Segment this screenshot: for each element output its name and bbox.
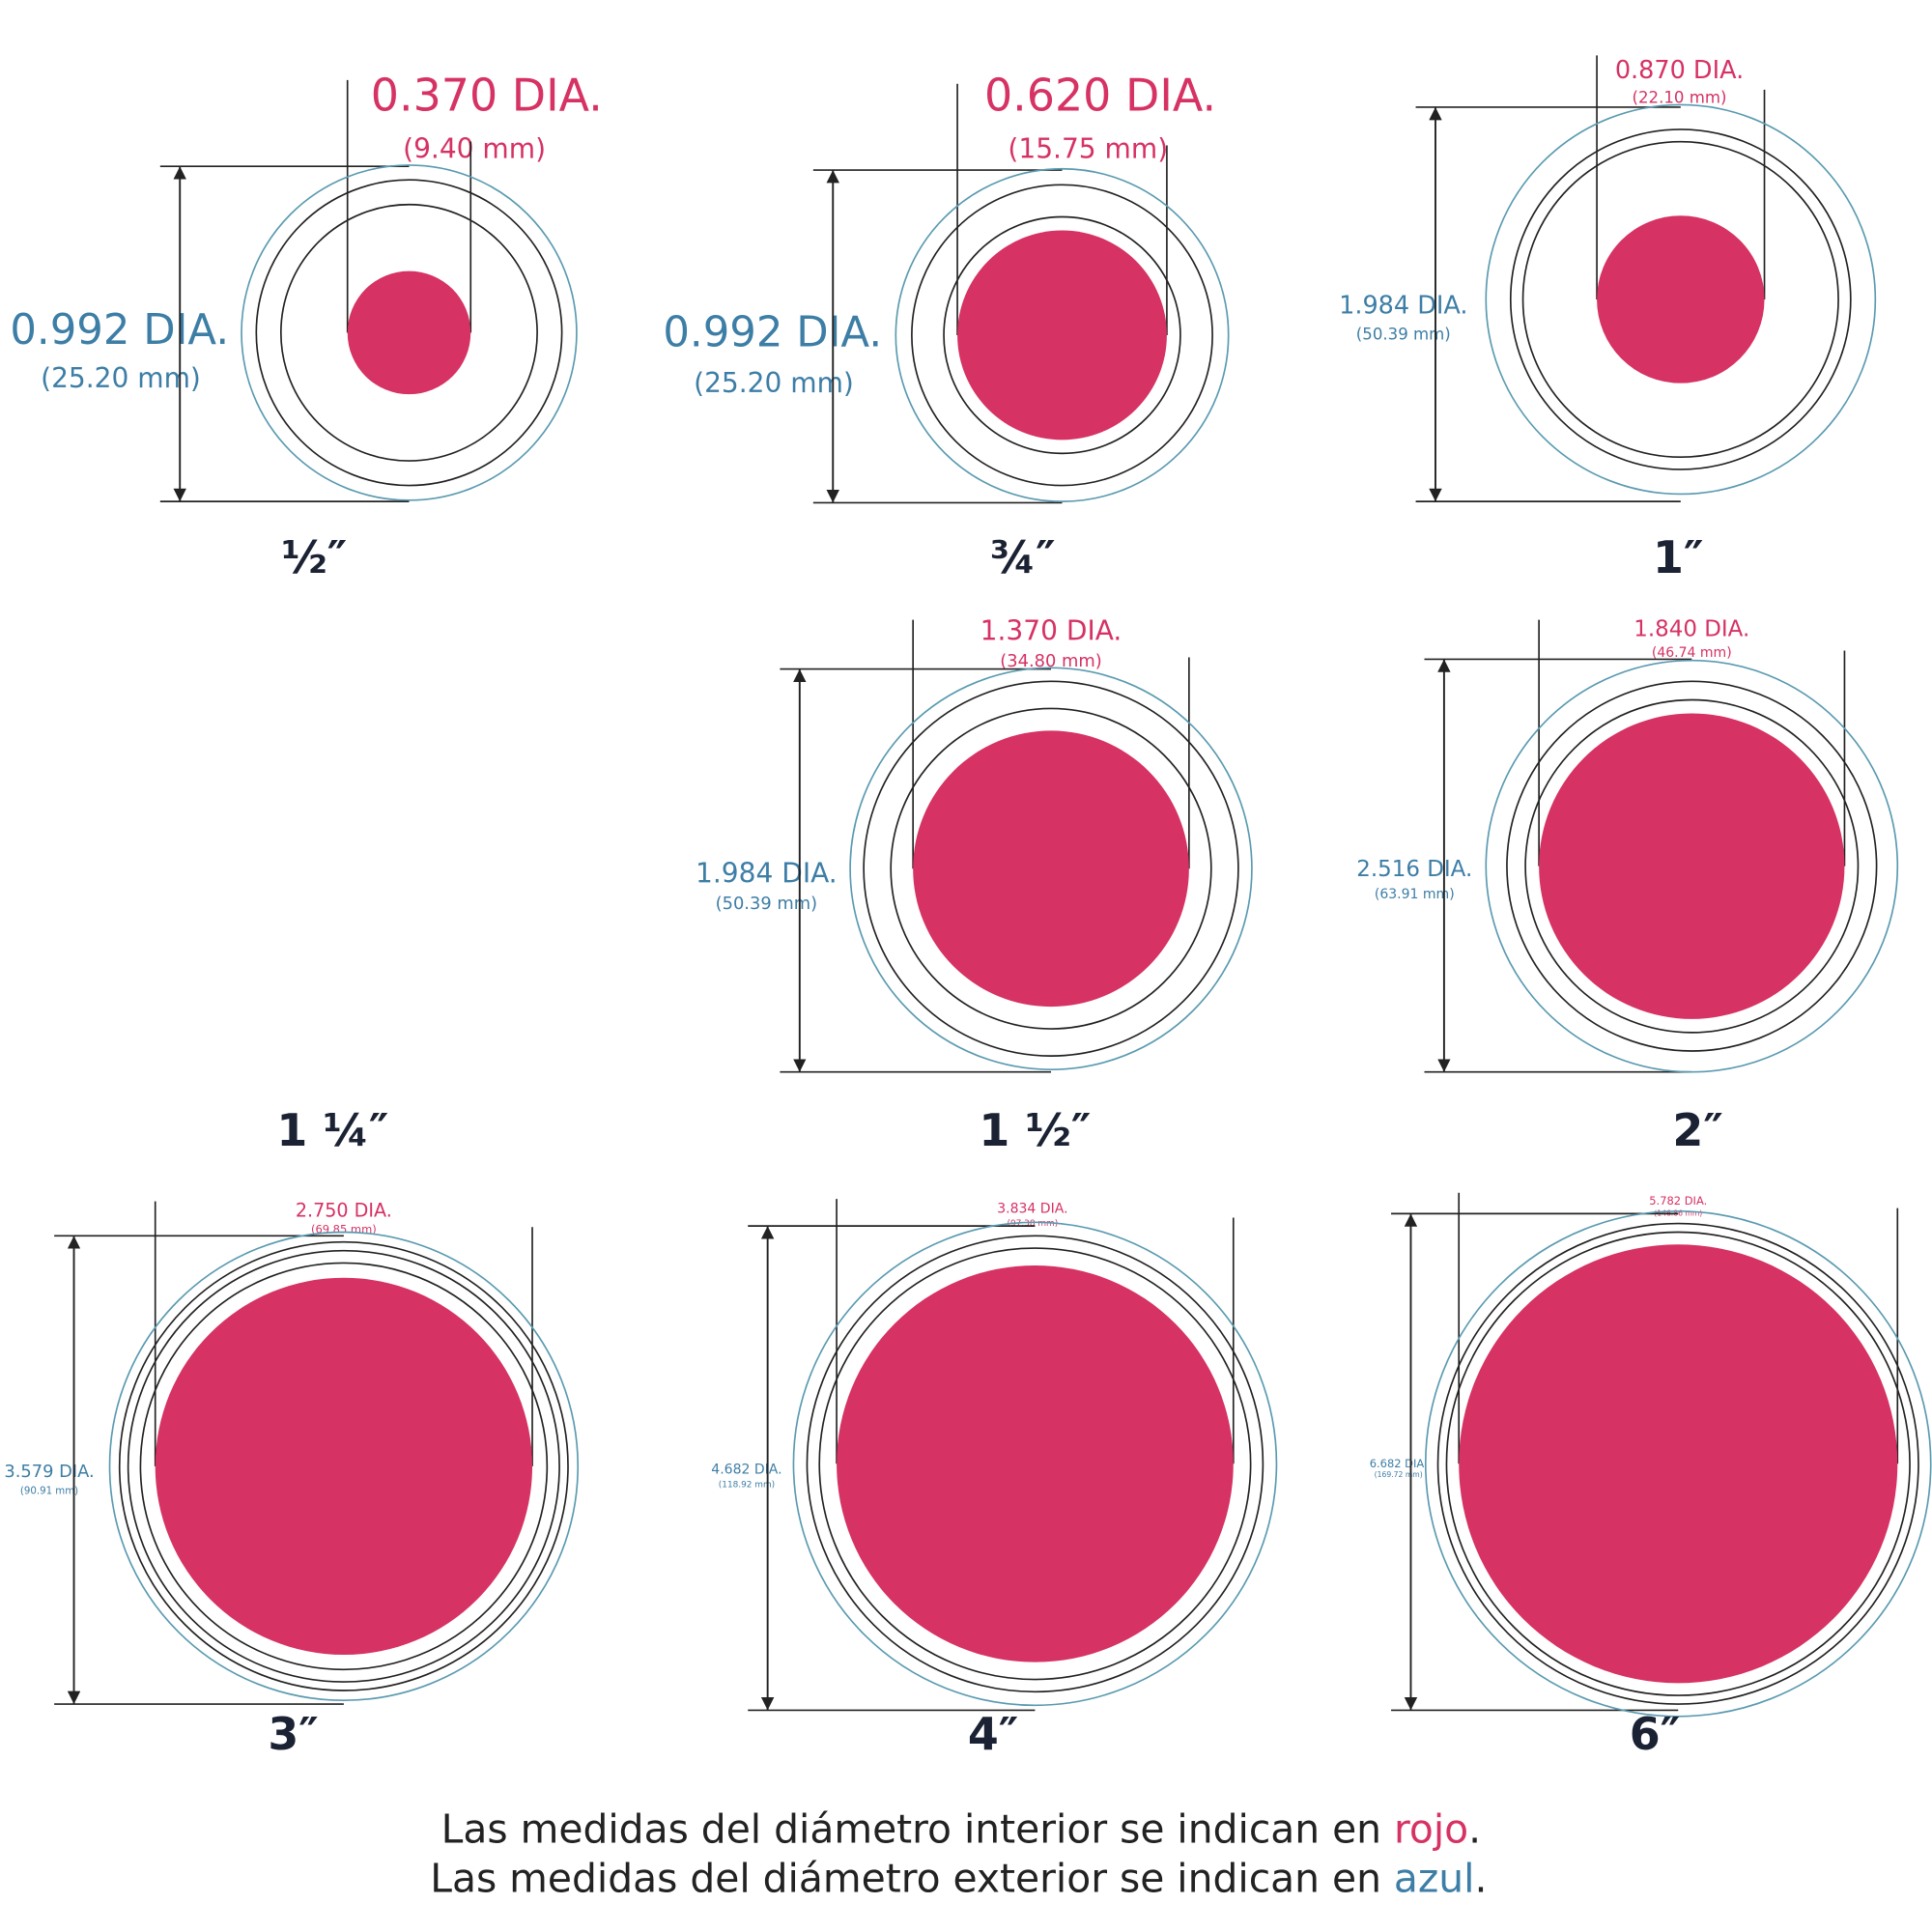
ring <box>890 707 1212 1030</box>
inner-mm-label: (46.74 mm) <box>1652 645 1732 661</box>
outer-mm-label: (25.20 mm) <box>694 367 854 399</box>
outer-dia-label: 0.992 DIA. <box>10 306 229 355</box>
inner-bore <box>1597 215 1765 384</box>
size-label: 1 ½″ <box>979 1104 1091 1156</box>
outer-ring <box>108 1231 580 1702</box>
outer-mm-label: (63.91 mm) <box>1375 887 1455 902</box>
inner-bore <box>1459 1244 1898 1684</box>
outer-mm-label: (90.91 mm) <box>20 1486 78 1496</box>
size-label: 4″ <box>968 1708 1018 1760</box>
size-label: 3″ <box>268 1708 318 1760</box>
ring <box>118 1240 569 1691</box>
inner-mm-label: (34.80 mm) <box>1000 651 1101 671</box>
ring <box>1509 128 1852 470</box>
footer-text: Las medidas del diámetro interior se ind… <box>441 1806 1394 1853</box>
outer-mm-label: (25.20 mm) <box>41 362 201 394</box>
inner-bore <box>913 730 1189 1008</box>
ring <box>127 1249 560 1683</box>
inner-bore <box>347 270 471 395</box>
size-label: ¾″ <box>990 531 1056 583</box>
inner-dia-label: 3.834 DIA. <box>997 1201 1067 1216</box>
inner-bore <box>837 1264 1234 1662</box>
inner-mm-label: (15.75 mm) <box>1008 133 1168 165</box>
footer-color-word: azul <box>1394 1856 1475 1902</box>
outer-ring <box>1485 659 1899 1073</box>
inner-dia-label: 5.782 DIA. <box>1649 1194 1707 1208</box>
outer-ring <box>792 1221 1278 1707</box>
footer-line: Las medidas del diámetro exterior se ind… <box>430 1856 1487 1902</box>
outer-ring <box>849 667 1253 1070</box>
size-label: ½″ <box>281 531 347 583</box>
inner-bore <box>155 1277 533 1656</box>
ring <box>863 680 1239 1057</box>
outer-dia-label: 4.682 DIA. <box>711 1463 781 1478</box>
outer-dia-label: 3.579 DIA. <box>4 1462 94 1482</box>
size-label: 1 ¼″ <box>276 1104 388 1156</box>
outer-dia-label: 6.682 DIA. <box>1370 1457 1428 1470</box>
outer-ring <box>895 167 1230 502</box>
ring <box>139 1262 549 1671</box>
inner-bore <box>957 230 1167 440</box>
inner-dia-label: 1.370 DIA. <box>980 614 1122 646</box>
ring <box>1436 1222 1919 1705</box>
inner-dia-label: 0.620 DIA. <box>984 70 1216 122</box>
outer-dia-label: 2.516 DIA. <box>1356 857 1472 882</box>
inner-mm-label: (97.38 mm) <box>1008 1219 1059 1229</box>
inner-dia-label: 1.840 DIA. <box>1634 616 1749 641</box>
ring <box>943 215 1181 455</box>
footer-color-word: rojo <box>1394 1806 1468 1853</box>
ring <box>806 1235 1264 1693</box>
outer-dia-label: 1.984 DIA. <box>696 858 838 890</box>
outer-ring <box>1485 103 1877 496</box>
footer-line: Las medidas del diámetro interior se ind… <box>441 1806 1481 1853</box>
outer-ring <box>241 164 578 501</box>
footer-end: . <box>1475 1856 1488 1902</box>
size-label: 1″ <box>1653 531 1703 583</box>
outer-mm-label: (50.39 mm) <box>1356 325 1451 343</box>
outer-ring <box>1424 1209 1932 1718</box>
size-label: 2″ <box>1672 1104 1722 1156</box>
inner-mm-label: (22.10 mm) <box>1633 89 1727 107</box>
ring <box>911 184 1213 487</box>
outer-dia-label: 1.984 DIA. <box>1339 292 1467 321</box>
footer-text: Las medidas del diámetro exterior se ind… <box>430 1856 1394 1902</box>
outer-dia-label: 0.992 DIA. <box>663 308 882 356</box>
outer-mm-label: (50.39 mm) <box>716 894 817 914</box>
outer-mm-label: (118.92 mm) <box>719 1480 775 1490</box>
inner-bore <box>1539 713 1845 1019</box>
ring <box>1524 698 1860 1034</box>
ring <box>818 1247 1252 1681</box>
inner-dia-label: 0.370 DIA. <box>371 70 603 122</box>
ring <box>1506 680 1878 1052</box>
ring <box>255 179 563 487</box>
size-label: 6″ <box>1630 1708 1680 1760</box>
ring <box>1445 1231 1911 1696</box>
inner-dia-label: 2.750 DIA. <box>296 1199 392 1221</box>
ring <box>279 203 538 462</box>
ring <box>1521 140 1839 459</box>
inner-dia-label: 0.870 DIA. <box>1615 56 1744 85</box>
outer-mm-label: (169.72 mm) <box>1375 1470 1423 1479</box>
inner-mm-label: (9.40 mm) <box>403 133 546 165</box>
footer-end: . <box>1468 1806 1481 1853</box>
inner-mm-label: (146.86 mm) <box>1654 1208 1702 1217</box>
